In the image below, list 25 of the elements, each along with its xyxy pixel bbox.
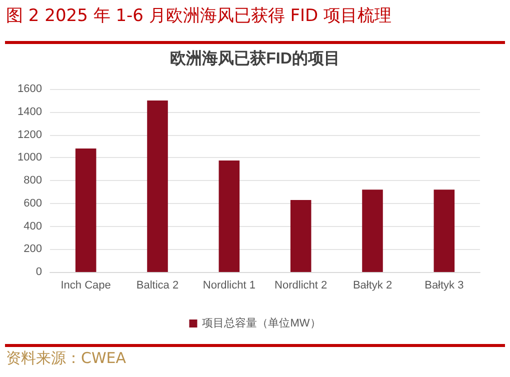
y-tick-label: 400 xyxy=(24,220,42,232)
chart-subtitle: 欧洲海风已获FID的项目 xyxy=(170,50,340,68)
x-tick-label: Inch Cape xyxy=(60,280,111,292)
bar xyxy=(147,100,168,272)
x-tick-label: Bałtyk 2 xyxy=(352,280,392,292)
x-tick-label: Nordlicht 1 xyxy=(202,280,256,292)
y-tick-label: 200 xyxy=(24,243,42,256)
y-tick-label: 1600 xyxy=(18,83,42,95)
y-tick-label: 1200 xyxy=(18,128,42,141)
bar xyxy=(75,148,96,272)
bar xyxy=(434,190,455,272)
bar xyxy=(218,160,240,272)
y-tick-label: 600 xyxy=(24,197,42,210)
y-tick-label: 0 xyxy=(36,266,42,278)
y-tick-label: 800 xyxy=(24,174,42,186)
bar xyxy=(362,190,383,272)
x-tick-label: Baltica 2 xyxy=(136,280,179,292)
x-tick-label: Bałtyk 3 xyxy=(424,280,464,292)
y-tick-label: 1000 xyxy=(18,152,42,164)
bar xyxy=(290,200,312,272)
text: 资料来源：CWEA xyxy=(6,349,126,368)
legend-label: 项目总容量（单位MW） xyxy=(202,316,321,330)
chart-title: 图 2 2025 年 1-6 月欧洲海风已获得 FID 项目梳理 xyxy=(6,5,392,27)
y-tick-label: 1400 xyxy=(18,106,42,118)
x-tick-label: Nordlicht 2 xyxy=(274,280,328,292)
